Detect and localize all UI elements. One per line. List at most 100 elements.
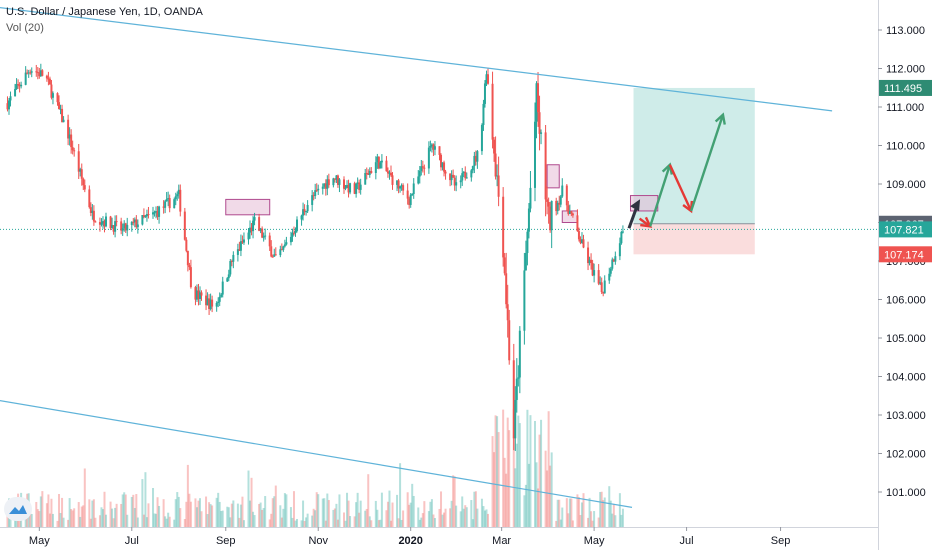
- tradingview-logo-icon[interactable]: [4, 497, 32, 521]
- projection-arrowhead-4: [714, 112, 726, 125]
- candle-2019-04-18: [18, 84, 21, 87]
- volume-bar-2019-09-02: [226, 506, 229, 527]
- candle-2019-04-16: [15, 84, 18, 90]
- candle-2020-04-06: [555, 200, 558, 212]
- trendline-1: [0, 7, 833, 112]
- candle-2019-08-12: [194, 287, 197, 300]
- candle-2020-04-22: [579, 239, 582, 243]
- candle-2020-03-12: [517, 377, 520, 379]
- candle-2020-03-19: [527, 208, 530, 232]
- volume-bar-2020-03-13: [518, 423, 521, 527]
- candle-2019-12-03: [365, 172, 368, 174]
- candle-2020-04-27: [587, 247, 590, 264]
- volume-bar-2019-06-07: [94, 517, 97, 527]
- candle-2019-12-20: [391, 175, 394, 185]
- candle-2019-05-01: [38, 72, 41, 77]
- volume-bar-2019-06-24: [120, 503, 123, 527]
- candle-2019-04-19: [20, 84, 23, 87]
- volume-bar-2020-04-30: [591, 520, 594, 527]
- volume-bar-2020-04-07: [556, 499, 559, 527]
- volume-bar-2019-07-17: [155, 513, 158, 527]
- time-tick-label: Sep: [216, 535, 236, 547]
- candle-2019-09-16: [247, 232, 250, 240]
- volume-bar-2019-05-03: [41, 491, 44, 527]
- volume-bar-2019-10-31: [315, 492, 318, 527]
- candle-2019-09-12: [241, 241, 244, 243]
- volume-bar-2019-08-16: [200, 511, 203, 527]
- volume-bar-2019-07-22: [162, 499, 165, 527]
- candle-2019-10-03: [273, 254, 276, 257]
- volume-bar-2020-01-21: [440, 491, 443, 527]
- volume-bar-2020-01-23: [443, 512, 446, 527]
- volume-bar-2019-08-14: [197, 500, 200, 527]
- candle-2019-12-19: [389, 172, 392, 176]
- candle-2020-05-13: [611, 259, 614, 269]
- volume-bar-2019-12-24: [397, 518, 400, 527]
- candle-2019-10-22: [302, 209, 305, 216]
- volume-bar-2019-06-28: [126, 514, 129, 527]
- volume-bar-2020-02-11: [471, 519, 474, 527]
- time-tick-label: May: [29, 535, 50, 547]
- volume-bar-2019-08-28: [218, 501, 221, 527]
- volume-bar-2019-11-27: [356, 492, 359, 527]
- price-tick-label: 101.000: [886, 487, 926, 499]
- candle-2019-08-29: [220, 294, 223, 297]
- volume-bar-2020-04-23: [580, 502, 583, 527]
- candle-2019-11-27: [356, 182, 359, 184]
- volume-bar-2019-05-24: [73, 508, 76, 527]
- volume-bar-2019-10-16: [292, 491, 295, 527]
- volume-bar-2019-09-09: [236, 503, 239, 527]
- current-move-arrowhead: [630, 199, 641, 212]
- volume-bar-2019-09-16: [247, 470, 250, 527]
- time-tick-label: Sep: [771, 535, 791, 547]
- candle-2020-02-26: [494, 153, 497, 177]
- candle-2019-05-13: [56, 93, 59, 103]
- candle-2019-08-08: [188, 265, 191, 268]
- candle-2019-10-21: [300, 215, 303, 220]
- candle-2019-05-20: [67, 119, 70, 139]
- candle-2019-12-18: [388, 172, 391, 174]
- volume-bar-2019-11-25: [353, 516, 356, 527]
- candle-2019-07-08: [141, 215, 144, 225]
- candle-2019-10-25: [306, 204, 309, 212]
- candle-2019-05-03: [41, 70, 44, 76]
- volume-bar-2019-12-31: [408, 504, 411, 527]
- candle-2019-06-28: [126, 224, 129, 231]
- volume-bar-2020-03-25: [537, 488, 540, 527]
- volume-bar-2019-10-11: [285, 494, 288, 527]
- volume-bar-2020-01-03: [412, 495, 415, 527]
- volume-bar-2020-02-26: [494, 415, 497, 527]
- candle-2020-01-28: [450, 174, 453, 181]
- candle-2019-11-05: [323, 183, 326, 187]
- volume-bar-2020-03-03: [503, 457, 506, 527]
- volume-bar-2019-08-07: [186, 464, 189, 527]
- volume-bar-2019-08-15: [198, 498, 201, 527]
- volume-bar-2019-07-10: [144, 472, 147, 527]
- candle-2019-08-23: [211, 299, 214, 307]
- candle-2019-10-15: [291, 232, 294, 237]
- volume-bar-2019-09-05: [230, 503, 233, 527]
- price-tag-111.495: [879, 79, 932, 96]
- candle-2019-12-30: [406, 190, 409, 199]
- candle-2019-05-27: [77, 151, 80, 172]
- volume-bar-2019-08-19: [205, 496, 208, 527]
- volume-bar-2020-05-06: [600, 491, 603, 527]
- candle-2020-02-11: [471, 166, 474, 171]
- volume-bar-2019-07-01: [130, 496, 133, 527]
- candle-2019-08-21: [208, 298, 211, 309]
- volume-bar-2019-09-18: [250, 477, 253, 527]
- volume-bar-2019-08-30: [221, 510, 224, 527]
- candle-2019-12-02: [364, 172, 367, 185]
- volume-bar-2019-06-25: [121, 494, 124, 527]
- price-tag-label: 107.174: [884, 249, 924, 261]
- volume-bar-2019-05-23: [71, 510, 74, 527]
- time-tick-label: Jul: [125, 535, 139, 547]
- volume-bar-2020-01-28: [450, 500, 453, 527]
- candle-2020-04-02: [549, 206, 552, 231]
- volume-bar-2019-11-04: [321, 498, 324, 527]
- symbol-title: U.S. Dollar / Japanese Yen, 1D, OANDA: [6, 6, 203, 18]
- volume-bar-2019-05-27: [77, 502, 80, 527]
- candle-2019-11-29: [359, 184, 362, 190]
